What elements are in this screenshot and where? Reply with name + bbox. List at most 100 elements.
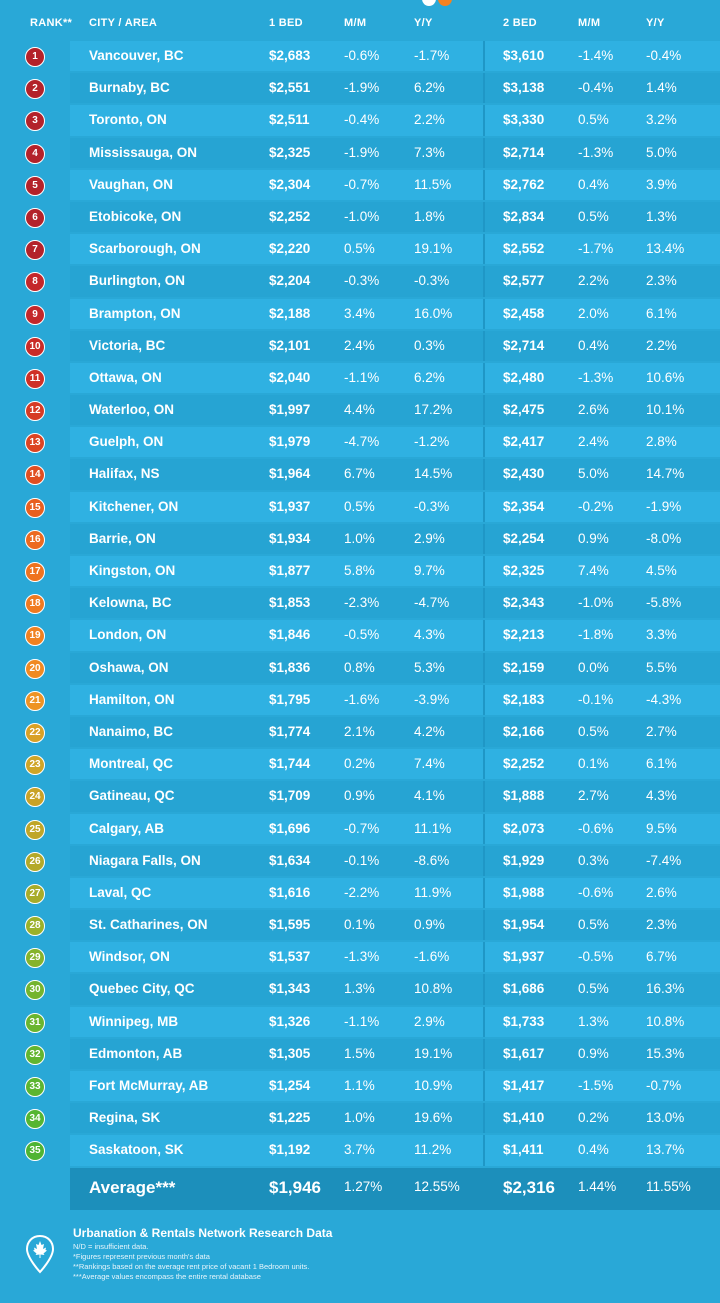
change-2bed-mm: 2.4% [578,434,609,450]
rank-badge: 4 [25,143,45,164]
change-2bed-mm: 0.1% [578,756,609,772]
rent-1bed: $1,937 [269,498,311,514]
change-2bed-mm: 7.4% [578,563,609,578]
rank-badge: 13 [25,433,45,454]
table-row: 17 Kingston, ON $1,877 5.8% 9.7% $2,325 7.4% 4.… [0,555,720,587]
change-2bed-mm: 2.0% [578,305,609,321]
column-divider [483,749,485,780]
rank-badge: 21 [25,690,45,711]
rank-badge: 29 [25,948,45,969]
average-1bed-mm: 1.27% [344,1179,383,1194]
change-1bed-yy: 11.9% [414,884,452,900]
change-2bed-yy: -7.4% [646,852,682,868]
rent-2bed: $3,330 [503,112,545,128]
row-band [70,749,720,780]
rent-2bed: $2,166 [503,723,545,739]
rent-2bed: $1,411 [503,1142,544,1158]
table-row: 10 Victoria, BC $2,101 2.4% 0.3% $2,714 0.4% 2.… [0,330,720,362]
footer: Urbanation & Rentals Network Research Da… [0,1226,720,1303]
rent-1bed: $2,325 [269,144,311,160]
row-band [70,395,720,426]
change-2bed-mm: -1.8% [578,627,614,643]
row-band [70,41,720,72]
table-row: 29 Windsor, ON $1,537 -1.3% -1.6% $1,937 -0.5%… [0,941,720,973]
row-band [70,105,720,136]
row-band [70,942,720,973]
column-divider [483,1071,485,1102]
city-name: Waterloo, ON [89,402,175,418]
row-band [70,330,720,361]
column-divider [483,362,485,394]
city-name: Montreal, QC [89,756,174,772]
row-band [70,974,720,1005]
table-row: 25 Calgary, AB $1,696 -0.7% 11.1% $2,073 -0.6%… [0,813,720,845]
rent-2bed: $2,762 [503,176,545,192]
change-1bed-yy: 10.8% [414,981,453,997]
city-name: Vancouver, BC [89,48,184,63]
rent-1bed: $2,304 [269,176,311,192]
change-1bed-yy: 5.3% [414,659,445,675]
change-2bed-mm: -0.5% [578,949,614,965]
city-name: Mississauga, ON [89,144,198,160]
table-row: 9 Brampton, ON $2,188 3.4% 16.0% $2,458 2.0% 6.… [0,298,720,330]
change-2bed-yy: 3.2% [646,112,677,128]
change-2bed-mm: 0.5% [578,981,609,997]
rent-1bed: $1,709 [269,788,311,804]
rent-2bed: $2,475 [503,402,545,418]
change-1bed-yy: -1.7% [414,48,450,63]
rent-2bed: $2,834 [503,208,545,224]
change-2bed-mm: 0.5% [578,917,609,933]
change-1bed-yy: 0.9% [414,917,445,933]
change-1bed-mm: 1.1% [344,1078,375,1093]
rank-badge: 19 [25,626,45,647]
rent-2bed: $2,343 [503,595,545,611]
change-1bed-yy: 6.2% [414,369,445,385]
table-row: 8 Burlington, ON $2,204 -0.3% -0.3% $2,577 2.2… [0,265,720,297]
average-label: Average*** [89,1178,176,1197]
maple-leaf-pin-icon [25,1234,55,1274]
source-title: Urbanation & Rentals Network Research Da… [73,1226,333,1240]
row-band [70,169,720,200]
rent-2bed: $2,252 [503,756,545,772]
column-divider [483,395,485,426]
city-name: Etobicoke, ON [89,208,182,224]
rent-2bed: $2,325 [503,563,545,578]
city-name: Brampton, ON [89,305,181,321]
average-2bed: $2,316 [503,1178,555,1197]
change-1bed-mm: 3.7% [344,1142,375,1158]
change-2bed-yy: -0.7% [646,1078,682,1093]
row-band [70,1071,720,1102]
rent-1bed: $1,774 [269,723,311,739]
row-band [70,362,720,394]
city-name: Fort McMurray, AB [89,1078,209,1093]
row-band [70,813,720,844]
table-row: 27 Laval, QC $1,616 -2.2% 11.9% $1,988 -0.6% 2.… [0,877,720,909]
header-1bed: 1 BED [269,17,303,29]
change-2bed-yy: -4.3% [646,691,682,707]
rent-2bed: $3,138 [503,80,545,96]
rank-badge: 22 [25,722,45,743]
table-row: 23 Montreal, QC $1,744 0.2% 7.4% $2,252 0.1% 6.… [0,748,720,780]
column-divider [483,845,485,876]
rank-badge: 10 [25,336,45,357]
table-row: 12 Waterloo, ON $1,997 4.4% 17.2% $2,475 2.6% 1… [0,394,720,426]
rent-1bed: $1,795 [269,691,311,707]
change-2bed-yy: 15.3% [646,1045,685,1061]
change-2bed-yy: 3.3% [646,627,677,643]
change-2bed-yy: 2.3% [646,917,677,933]
column-divider [483,1038,485,1069]
city-name: Vaughan, ON [89,176,174,192]
row-band [70,620,720,651]
rank-badge: 30 [25,980,45,1001]
table-row: 14 Halifax, NS $1,964 6.7% 14.5% $2,430 5.0% 14… [0,458,720,490]
rent-1bed: $1,305 [269,1045,311,1061]
column-divider [483,652,485,683]
header-city: CITY / AREA [89,17,158,29]
rent-1bed: $1,979 [269,434,311,450]
change-1bed-mm: 5.8% [344,563,375,578]
rent-1bed: $1,616 [269,884,311,900]
rent-2bed: $2,458 [503,305,545,321]
rent-2bed: $1,733 [503,1013,545,1029]
change-2bed-yy: 13.7% [646,1142,685,1158]
column-divider [483,330,485,361]
